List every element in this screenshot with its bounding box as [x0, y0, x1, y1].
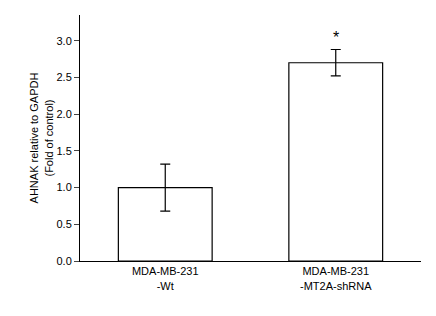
svg-text:0.5: 0.5 — [57, 218, 72, 230]
svg-text:2.0: 2.0 — [57, 108, 72, 120]
svg-text:MDA-MB-231-MT2A-shRNA: MDA-MB-231-MT2A-shRNA — [300, 265, 372, 291]
svg-text:3.0: 3.0 — [57, 35, 72, 47]
svg-text:*: * — [333, 29, 339, 46]
svg-text:2.5: 2.5 — [57, 71, 72, 83]
svg-text:MDA-MB-231-Wt: MDA-MB-231-Wt — [132, 265, 199, 291]
svg-text:0.0: 0.0 — [57, 255, 72, 267]
svg-text:1.5: 1.5 — [57, 145, 72, 157]
svg-text:1.0: 1.0 — [57, 181, 72, 193]
svg-text:AHNAK relative to GAPDH(Fold o: AHNAK relative to GAPDH(Fold of control) — [28, 73, 54, 204]
